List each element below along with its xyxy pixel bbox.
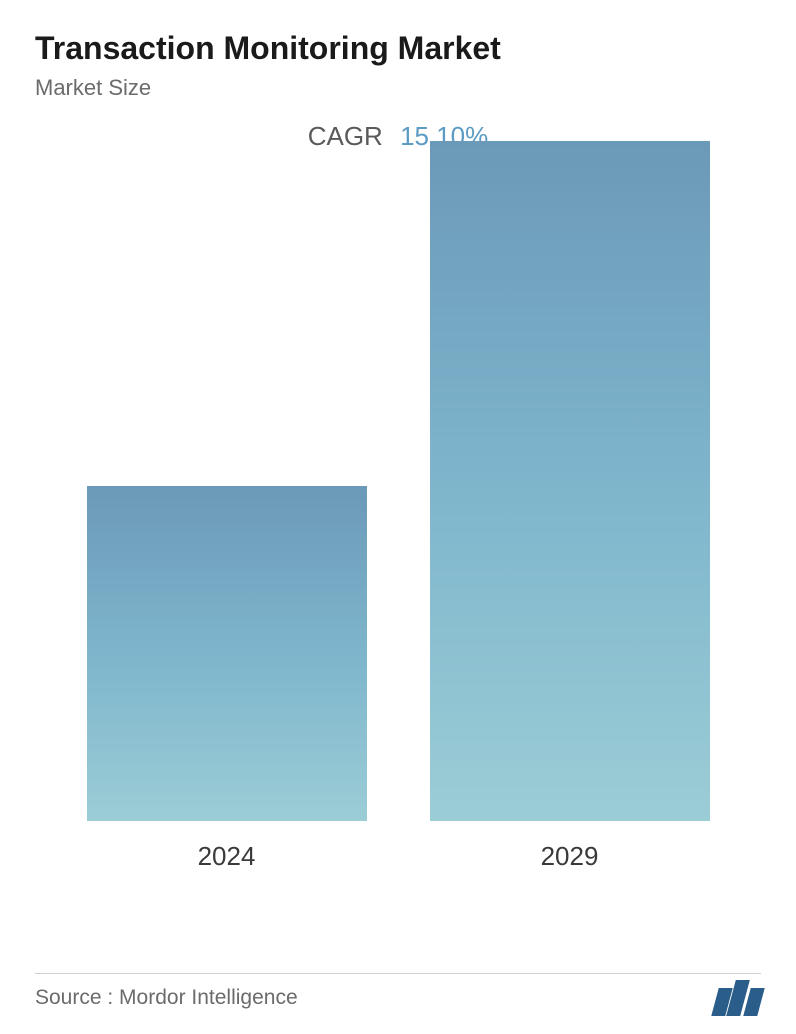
bar-group-2029: 2029 bbox=[430, 141, 710, 872]
bar-2024 bbox=[87, 486, 367, 821]
bar-2029 bbox=[430, 141, 710, 821]
footer-divider bbox=[35, 973, 761, 974]
footer: Source : Mordor Intelligence bbox=[35, 980, 761, 1016]
bar-label-2024: 2024 bbox=[198, 841, 256, 872]
chart-title: Transaction Monitoring Market bbox=[35, 30, 761, 67]
chart-subtitle: Market Size bbox=[35, 75, 761, 101]
chart-container: Transaction Monitoring Market Market Siz… bbox=[0, 0, 796, 1034]
chart-area: 2024 2029 bbox=[35, 192, 761, 1004]
bar-group-2024: 2024 bbox=[87, 486, 367, 872]
cagr-label: CAGR bbox=[308, 121, 383, 151]
mordor-logo-icon bbox=[715, 980, 761, 1016]
source-text: Source : Mordor Intelligence bbox=[35, 986, 298, 1010]
bar-label-2029: 2029 bbox=[541, 841, 599, 872]
bars-wrapper: 2024 2029 bbox=[35, 192, 761, 872]
